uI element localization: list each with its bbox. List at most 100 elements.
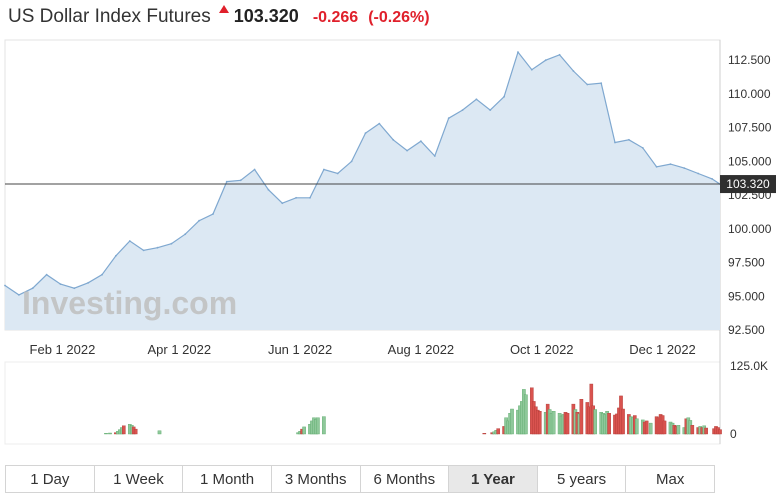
volume-bar xyxy=(316,417,320,435)
triangle-up-icon xyxy=(218,5,229,13)
volume-bar xyxy=(104,433,108,435)
price-point xyxy=(156,246,159,249)
volume-tick-label: 0 xyxy=(730,427,737,441)
last-price-label: 103.320 xyxy=(726,177,770,191)
x-tick-label: Aug 1 2022 xyxy=(388,342,455,357)
price-point xyxy=(212,213,214,215)
instrument-title: US Dollar Index Futures xyxy=(8,6,211,27)
chart-header: US Dollar Index Futures 103.320 -0.266 (… xyxy=(8,5,430,30)
y-tick-label: 110.000 xyxy=(728,87,771,101)
tab-max[interactable]: Max xyxy=(626,466,714,492)
price-point xyxy=(628,138,630,141)
tab-1-year[interactable]: 1 Year xyxy=(449,466,538,492)
volume-bar xyxy=(538,411,542,435)
price-point xyxy=(586,83,589,86)
volume-bar xyxy=(662,420,667,435)
price-point xyxy=(420,140,422,143)
price-point xyxy=(101,273,103,276)
price-area xyxy=(5,52,720,330)
price-point xyxy=(142,249,145,252)
price-point xyxy=(406,149,408,152)
volume-bar xyxy=(635,418,639,435)
price-point xyxy=(600,82,603,85)
price-chart[interactable]: 92.50095.00097.500100.000102.500105.0001… xyxy=(0,0,783,462)
volume-bar xyxy=(676,425,681,435)
volume-bar xyxy=(302,426,306,435)
price-point xyxy=(544,59,547,62)
tab-6-months[interactable]: 6 Months xyxy=(360,466,450,492)
price-point xyxy=(239,179,242,182)
price-point xyxy=(475,98,478,101)
investing-watermark: Investing.com xyxy=(22,285,237,321)
price-point xyxy=(364,132,367,135)
price-point xyxy=(683,167,686,170)
range-tabs: 1 Day 1 Week 1 Month 3 Months 6 Months 1 Year… xyxy=(5,465,715,493)
volume-bar xyxy=(133,428,138,435)
volume-bar xyxy=(322,416,326,435)
price-point xyxy=(336,172,339,175)
price-point xyxy=(73,287,76,290)
x-tick-label: Feb 1 2022 xyxy=(30,342,96,357)
volume-bar xyxy=(482,433,487,435)
y-tick-label: 92.500 xyxy=(728,323,765,337)
volume-bar xyxy=(524,394,528,435)
price-point xyxy=(641,147,644,149)
last-price: 103.320 xyxy=(233,6,299,26)
x-tick-label: Oct 1 2022 xyxy=(510,342,574,357)
tab-5-years[interactable]: 5 years xyxy=(537,466,627,492)
x-tick-label: Dec 1 2022 xyxy=(629,342,696,357)
price-point xyxy=(461,109,464,111)
price-point xyxy=(655,165,658,168)
price-point xyxy=(281,202,284,205)
y-tick-label: 112.500 xyxy=(728,53,771,67)
price-point xyxy=(614,141,616,144)
volume-bar xyxy=(690,425,695,435)
price-point xyxy=(558,53,561,56)
price-point xyxy=(31,287,34,290)
volume-bar xyxy=(157,430,162,435)
price-point xyxy=(323,168,325,171)
price-point xyxy=(503,95,505,98)
price-change: -0.266 xyxy=(312,9,359,26)
price-point xyxy=(4,284,6,287)
tab-3-months[interactable]: 3 Months xyxy=(271,466,361,492)
price-point xyxy=(45,273,48,276)
volume-bar xyxy=(621,408,625,435)
price-point xyxy=(433,155,436,157)
volume-bar xyxy=(579,399,584,435)
volume-bar xyxy=(496,428,501,435)
price-point xyxy=(225,180,228,183)
y-tick-label: 100.000 xyxy=(728,222,772,236)
price-point xyxy=(447,117,450,120)
price-point xyxy=(267,188,270,191)
volume-bar xyxy=(121,425,126,435)
volume-bar xyxy=(718,429,722,435)
y-tick-label: 105.000 xyxy=(728,154,772,168)
volume-plot-frame xyxy=(4,361,721,445)
y-tick-label: 95.000 xyxy=(728,289,765,303)
volume-bar xyxy=(565,413,570,435)
y-tick-label: 107.500 xyxy=(728,121,772,135)
price-point xyxy=(253,168,256,171)
volume-bar xyxy=(551,411,556,435)
tab-1-day[interactable]: 1 Day xyxy=(6,466,95,492)
x-tick-label: Apr 1 2022 xyxy=(147,342,211,357)
price-point xyxy=(378,122,381,125)
volume-bar xyxy=(593,409,597,435)
price-point xyxy=(59,283,62,285)
price-point xyxy=(198,219,201,222)
price-point xyxy=(170,242,173,245)
tab-1-week[interactable]: 1 Week xyxy=(94,466,184,492)
price-point xyxy=(669,163,672,166)
last-price-badge xyxy=(720,175,776,194)
price-point xyxy=(489,109,492,111)
price-point xyxy=(87,281,90,284)
volume-tick-label: 125.0K xyxy=(730,359,768,373)
price-point xyxy=(295,196,297,199)
tab-1-month[interactable]: 1 Month xyxy=(183,466,272,492)
volume-bar xyxy=(644,420,649,435)
price-point xyxy=(572,70,575,72)
price-point xyxy=(350,160,353,163)
price-point xyxy=(711,178,713,180)
volume-bar xyxy=(510,408,514,435)
